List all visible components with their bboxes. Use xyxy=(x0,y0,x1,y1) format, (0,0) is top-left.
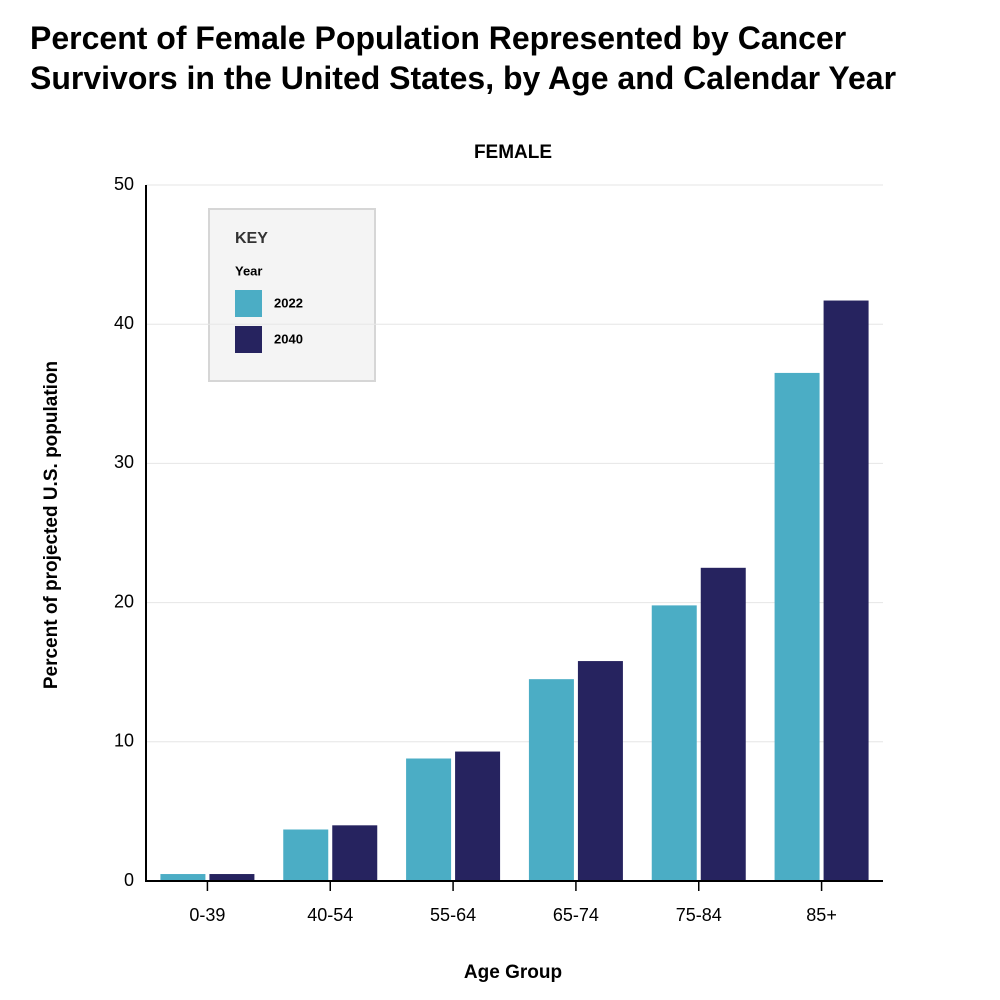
bar xyxy=(577,661,623,881)
x-tick-label: 0-39 xyxy=(189,905,225,925)
bar xyxy=(774,372,820,881)
chart-title: Percent of Female Population Represented… xyxy=(30,20,897,96)
chart-subtitle: FEMALE xyxy=(474,142,552,163)
bar xyxy=(406,758,452,881)
x-tick-label: 40-54 xyxy=(307,905,353,925)
bar xyxy=(823,300,869,881)
x-tick-label: 85+ xyxy=(806,905,837,925)
bar xyxy=(455,751,501,881)
y-tick-label: 30 xyxy=(114,452,134,472)
bar xyxy=(283,829,329,881)
bar xyxy=(332,825,378,881)
legend-title: KEY xyxy=(235,230,268,247)
x-tick-label: 75-84 xyxy=(676,905,722,925)
y-tick-label: 50 xyxy=(114,174,134,194)
legend-swatch xyxy=(235,290,262,317)
bar xyxy=(209,874,255,881)
bar xyxy=(528,679,574,881)
x-tick-label: 55-64 xyxy=(430,905,476,925)
y-tick-label: 10 xyxy=(114,731,134,751)
y-tick-label: 20 xyxy=(114,591,134,611)
y-tick-label: 40 xyxy=(114,313,134,333)
x-axis-label: Age Group xyxy=(464,962,562,983)
legend-label: 2022 xyxy=(274,295,303,310)
legend-subtitle: Year xyxy=(235,263,262,278)
bar xyxy=(160,874,206,881)
legend-swatch xyxy=(235,326,262,353)
y-tick-label: 0 xyxy=(124,870,134,890)
bar xyxy=(700,567,746,881)
y-axis-label: Percent of projected U.S. population xyxy=(41,361,62,689)
bar xyxy=(651,605,697,881)
legend-label: 2040 xyxy=(274,331,303,346)
x-tick-label: 65-74 xyxy=(553,905,599,925)
